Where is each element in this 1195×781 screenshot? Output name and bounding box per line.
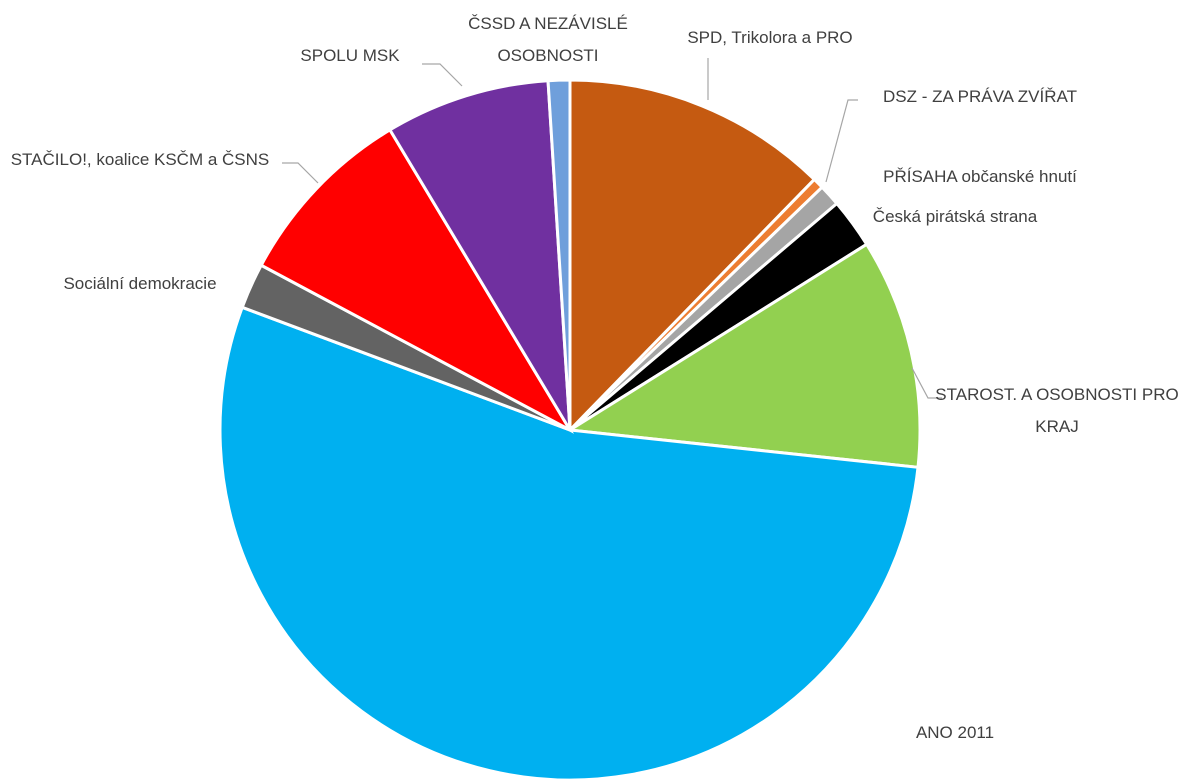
- pie-slice: [218, 305, 920, 781]
- slice-label: STAROST. A OSOBNOSTI PRO KRAJ: [935, 385, 1179, 436]
- slice-label: Česká pirátská strana: [872, 207, 1038, 226]
- slice-label: Sociální demokracie: [63, 274, 217, 293]
- pie-slice: [387, 79, 572, 431]
- slice-label: SPOLU MSK: [300, 46, 400, 65]
- leader-line: [825, 99, 858, 183]
- slice-label: ČSSD A NEZÁVISLÉ OSOBNOSTI: [468, 14, 628, 65]
- leader-line: [282, 162, 319, 184]
- leader-line: [422, 63, 463, 87]
- pie-slice: [565, 242, 922, 469]
- leader-line: [911, 367, 942, 399]
- slice-label: ANO 2011: [915, 723, 995, 742]
- slice-label: STAČILO!, koalice KSČM a ČSNS: [10, 150, 270, 169]
- slice-label: PŘÍSAHA občanské hnutí: [883, 167, 1077, 186]
- pie-slice: [259, 127, 575, 434]
- pie-slice: [546, 78, 572, 431]
- slice-label: DSZ - ZA PRÁVA ZVÍŘAT: [883, 87, 1077, 106]
- pie-slice: [568, 78, 817, 434]
- slice-label: SPD, Trikolora a PRO: [687, 28, 853, 47]
